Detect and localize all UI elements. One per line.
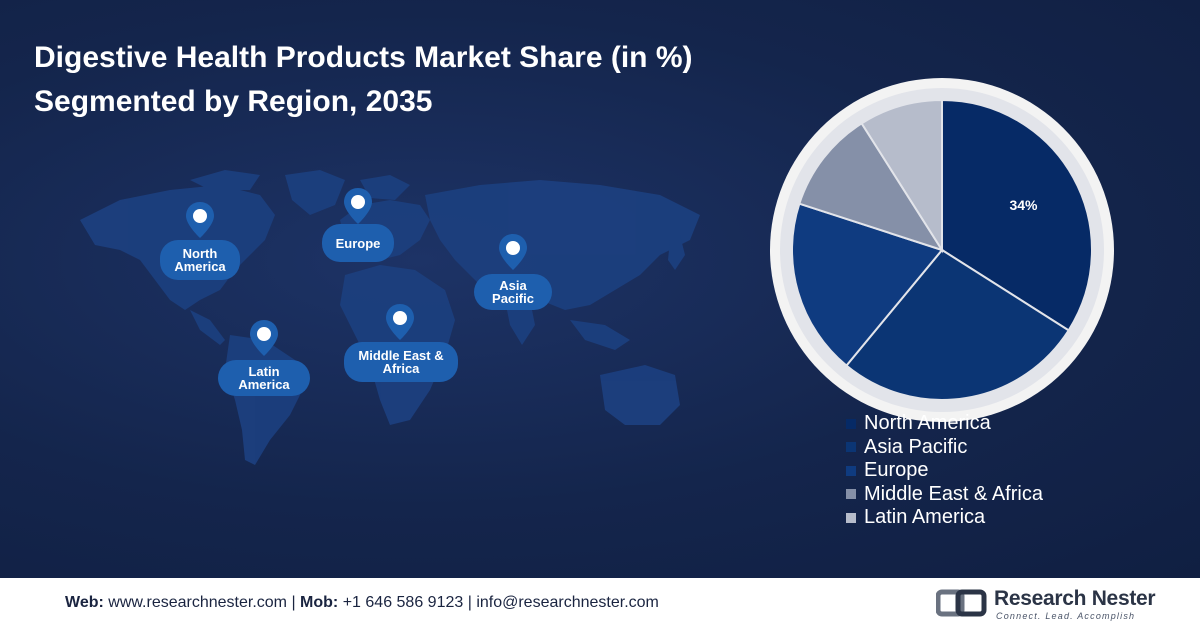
research-nester-logo: Research Nester Connect. Lead. Accomplis… <box>936 586 1156 622</box>
legend-label: Europe <box>864 459 929 482</box>
legend-label: North America <box>864 412 991 435</box>
footer-contact: Web: www.researchnester.com | Mob: +1 64… <box>65 594 659 612</box>
pie-slice-europe <box>791 202 944 367</box>
legend-item: Asia Pacific <box>846 436 1043 460</box>
legend-swatch <box>846 489 856 500</box>
separator: | <box>463 594 477 611</box>
legend-swatch <box>846 465 856 476</box>
pie-slice-asia-pacific <box>844 248 1071 401</box>
chart-title: Digestive Health Products Market Share (… <box>34 36 914 124</box>
legend-item: Europe <box>846 459 1043 483</box>
region-label-europe: Europe <box>322 224 394 262</box>
web-label: Web: <box>65 594 104 611</box>
legend-item: North America <box>846 412 1043 436</box>
legend-swatch <box>846 442 856 453</box>
title-line-2: Segmented by Region, 2035 <box>34 85 433 118</box>
mobile-label: Mob: <box>300 594 339 611</box>
legend-swatch <box>846 512 856 523</box>
legend-label: Latin America <box>864 506 986 529</box>
email-address[interactable]: info@researchnester.com <box>476 594 659 611</box>
region-label-north-america: North America <box>160 240 240 280</box>
legend-item: Middle East & Africa <box>846 483 1043 507</box>
legend-label: Asia Pacific <box>864 435 968 458</box>
web-url[interactable]: www.researchnester.com <box>108 594 287 611</box>
logo-name: Research Nester <box>994 587 1156 610</box>
legend-swatch <box>846 418 856 429</box>
location-pin-icon <box>499 234 527 270</box>
legend-label: Middle East & Africa <box>864 482 1043 505</box>
region-label-middle-east-africa: Middle East & Africa <box>344 342 458 382</box>
chart-legend: North America Asia Pacific Europe Middle Ea… <box>846 412 1043 530</box>
pie-slice-middle-east-africa <box>798 121 945 252</box>
title-line-1: Digestive Health Products Market Share (… <box>34 41 693 74</box>
legend-item: Latin America <box>846 506 1043 530</box>
location-pin-icon <box>250 320 278 356</box>
footer: Web: www.researchnester.com | Mob: +1 64… <box>0 578 1200 628</box>
location-pin-icon <box>344 188 372 224</box>
location-pin-icon <box>186 202 214 238</box>
region-label-asia-pacific: Asia Pacific <box>474 274 552 310</box>
logo-icon <box>936 589 987 617</box>
logo-tagline: Connect. Lead. Accomplish <box>996 611 1136 621</box>
pie-chart-svg: 34% <box>770 78 1114 422</box>
pie-data-label: 34% <box>1009 197 1038 213</box>
pie-chart: 34% <box>770 78 1114 422</box>
region-label-latin-america: Latin America <box>218 360 310 396</box>
mobile-number[interactable]: +1 646 586 9123 <box>342 594 464 611</box>
location-pin-icon <box>386 304 414 340</box>
pie-slice-latin-america <box>860 98 943 254</box>
separator: | <box>287 594 301 611</box>
